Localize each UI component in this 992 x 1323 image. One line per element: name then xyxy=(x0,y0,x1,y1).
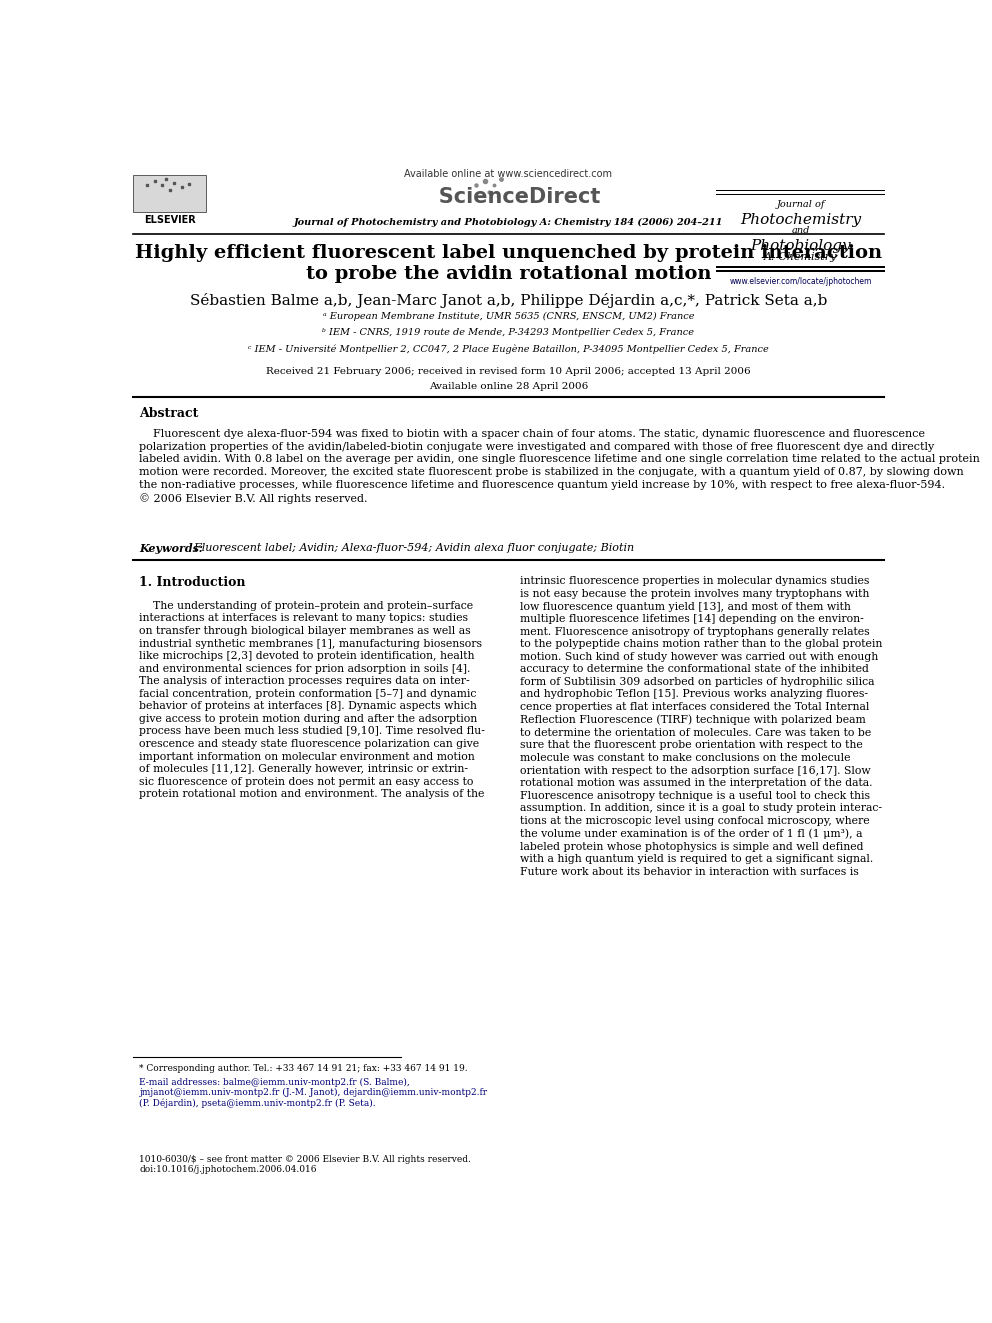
Bar xyxy=(716,270,885,271)
Text: 1. Introduction: 1. Introduction xyxy=(139,577,246,590)
Text: Photochemistry: Photochemistry xyxy=(740,213,861,226)
Bar xyxy=(716,266,885,267)
Text: ᵇ IEM - CNRS, 1919 route de Mende, P-34293 Montpellier Cedex 5, France: ᵇ IEM - CNRS, 1919 route de Mende, P-342… xyxy=(322,328,694,337)
Bar xyxy=(133,175,206,212)
Text: Journal of Photochemistry and Photobiology A: Chemistry 184 (2006) 204–211: Journal of Photochemistry and Photobiolo… xyxy=(294,218,723,228)
Text: Available online at www.sciencedirect.com: Available online at www.sciencedirect.co… xyxy=(405,169,612,179)
Text: Sébastien Balme a,b, Jean-Marc Janot a,b, Philippe Déjardin a,c,*, Patrick Seta : Sébastien Balme a,b, Jean-Marc Janot a,b… xyxy=(189,294,827,308)
Text: Abstract: Abstract xyxy=(139,407,198,421)
Text: Photobiology: Photobiology xyxy=(750,239,851,253)
Text: The understanding of protein–protein and protein–surface
interactions at interfa: The understanding of protein–protein and… xyxy=(139,601,485,799)
Text: ELSEVIER: ELSEVIER xyxy=(144,214,196,225)
Text: * Corresponding author. Tel.: +33 467 14 91 21; fax: +33 467 14 91 19.: * Corresponding author. Tel.: +33 467 14… xyxy=(139,1065,468,1073)
Text: Available online 28 April 2006: Available online 28 April 2006 xyxy=(429,382,588,390)
Text: ᵃ European Membrane Institute, UMR 5635 (CNRS, ENSCM, UM2) France: ᵃ European Membrane Institute, UMR 5635 … xyxy=(322,312,694,320)
Text: 1010-6030/$ – see front matter © 2006 Elsevier B.V. All rights reserved.
doi:10.: 1010-6030/$ – see front matter © 2006 El… xyxy=(139,1155,471,1175)
Text: A: Chemistry: A: Chemistry xyxy=(764,253,837,262)
Text: Journal of: Journal of xyxy=(777,200,824,209)
Text: and: and xyxy=(792,226,809,235)
Text: ScienceDirect: ScienceDirect xyxy=(417,188,600,208)
Bar xyxy=(716,194,885,196)
Bar xyxy=(716,189,885,192)
Text: Fluorescent label; Avidin; Alexa-fluor-594; Avidin alexa fluor conjugate; Biotin: Fluorescent label; Avidin; Alexa-fluor-5… xyxy=(187,542,634,553)
Text: intrinsic fluorescence properties in molecular dynamics studies
is not easy beca: intrinsic fluorescence properties in mol… xyxy=(520,577,882,877)
Text: ᶜ IEM - Université Montpellier 2, CC047, 2 Place Eugène Bataillon, P-34095 Montp: ᶜ IEM - Université Montpellier 2, CC047,… xyxy=(248,344,769,353)
Text: www.elsevier.com/locate/jphotochem: www.elsevier.com/locate/jphotochem xyxy=(729,277,872,286)
Text: E-mail addresses: balme@iemm.univ-montp2.fr (S. Balme),
jmjanot@iemm.univ-montp2: E-mail addresses: balme@iemm.univ-montp2… xyxy=(139,1078,487,1109)
Text: Keywords:: Keywords: xyxy=(139,542,203,554)
Text: Fluorescent dye alexa-fluor-594 was fixed to biotin with a spacer chain of four : Fluorescent dye alexa-fluor-594 was fixe… xyxy=(139,429,980,504)
Text: Received 21 February 2006; received in revised form 10 April 2006; accepted 13 A: Received 21 February 2006; received in r… xyxy=(266,366,751,376)
Text: Highly efficient fluorescent label unquenched by protein interaction
to probe th: Highly efficient fluorescent label unque… xyxy=(135,245,882,283)
